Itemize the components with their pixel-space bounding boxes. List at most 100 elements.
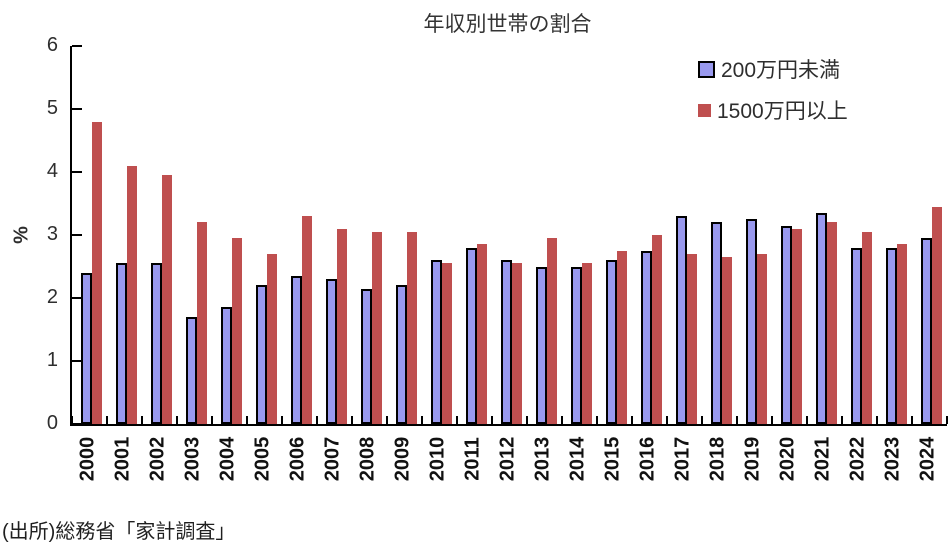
- x-tick-13: [526, 416, 528, 424]
- y-tick-label-5: 5: [46, 97, 58, 119]
- bar-group-2007: [317, 46, 352, 424]
- bar-2003-over1500: [196, 222, 208, 424]
- bar-group-2002: [142, 46, 177, 424]
- bar-2008-over1500: [371, 231, 383, 424]
- x-tick-label-2012: 2012: [496, 436, 518, 482]
- y-tick-label-3: 3: [46, 223, 58, 245]
- x-tick-label-2013: 2013: [531, 436, 553, 482]
- bar-2002-under200: [150, 263, 162, 424]
- bar-group-2000: [72, 46, 107, 424]
- x-tick-label-2020: 2020: [776, 436, 798, 482]
- bar-2003-under200: [185, 316, 197, 424]
- bar-2017-over1500: [686, 253, 698, 424]
- bar-2019-under200: [745, 219, 757, 424]
- bars-container: [72, 46, 947, 424]
- x-tick-label-2023: 2023: [881, 436, 903, 482]
- bar-group-2013: [527, 46, 562, 424]
- x-tick-14: [561, 416, 563, 424]
- y-tick-label-2: 2: [46, 286, 58, 308]
- bar-2017-under200: [675, 216, 687, 424]
- x-tick-19: [736, 416, 738, 424]
- bar-2000-over1500: [91, 121, 103, 424]
- y-tick-label-6: 6: [46, 34, 58, 56]
- x-tick-8: [351, 416, 353, 424]
- legend: 200万円未満 1500万円以上: [698, 54, 848, 125]
- bar-2004-under200: [220, 307, 232, 424]
- bar-2013-under200: [535, 266, 547, 424]
- x-tick-label-2011: 2011: [461, 437, 483, 481]
- bar-2016-over1500: [651, 235, 663, 424]
- bar-2014-under200: [570, 266, 582, 424]
- bar-2021-over1500: [826, 222, 838, 424]
- bar-2009-over1500: [406, 231, 418, 424]
- bar-2011-over1500: [476, 244, 488, 424]
- x-tick-4: [211, 416, 213, 424]
- x-tick-2: [141, 416, 143, 424]
- plot-area: [70, 45, 948, 426]
- x-tick-18: [701, 416, 703, 424]
- x-tick-7: [316, 416, 318, 424]
- bar-group-2021: [807, 46, 842, 424]
- x-tick-16: [631, 416, 633, 424]
- x-tick-22: [841, 416, 843, 424]
- bar-group-2004: [212, 46, 247, 424]
- x-tick-label-2009: 2009: [391, 436, 413, 482]
- bar-group-2023: [877, 46, 912, 424]
- x-tick-label-2018: 2018: [706, 436, 728, 482]
- bar-2007-under200: [325, 279, 337, 424]
- legend-item-under200: 200万円未満: [698, 54, 848, 84]
- x-tick-label-2005: 2005: [251, 436, 273, 482]
- y-tick-0: [72, 423, 82, 425]
- bar-group-2003: [177, 46, 212, 424]
- x-tick-label-2024: 2024: [916, 436, 938, 482]
- bar-2019-over1500: [756, 253, 768, 424]
- legend-swatch-over1500-icon: [698, 103, 711, 117]
- x-tick-label-2017: 2017: [671, 436, 693, 482]
- x-tick-label-2019: 2019: [741, 436, 763, 482]
- chart-title: 年収別世帯の割合: [423, 13, 592, 36]
- bar-2015-over1500: [616, 250, 628, 424]
- bar-2005-over1500: [266, 253, 278, 424]
- y-tick-6: [72, 45, 82, 47]
- y-tick-5: [72, 108, 82, 110]
- x-tick-label-2014: 2014: [566, 436, 588, 482]
- x-tick-3: [176, 416, 178, 424]
- bar-2007-over1500: [336, 228, 348, 424]
- bar-2020-under200: [780, 225, 792, 424]
- x-tick-0: [71, 416, 73, 424]
- y-tick-3: [72, 234, 82, 236]
- bar-2021-under200: [815, 212, 827, 424]
- bar-2018-over1500: [721, 257, 733, 424]
- bar-2012-over1500: [511, 263, 523, 424]
- bar-2015-under200: [605, 260, 617, 424]
- x-tick-label-2008: 2008: [356, 436, 378, 482]
- x-tick-label-2015: 2015: [601, 436, 623, 482]
- x-tick-5: [246, 416, 248, 424]
- x-tick-label-2000: 2000: [76, 436, 98, 482]
- bar-2010-over1500: [441, 263, 453, 424]
- x-tick-25: [946, 416, 948, 424]
- bar-2018-under200: [710, 222, 722, 424]
- x-tick-11: [456, 416, 458, 424]
- bar-group-2010: [422, 46, 457, 424]
- bar-2023-over1500: [896, 244, 908, 424]
- x-tick-15: [596, 416, 598, 424]
- bar-2001-under200: [115, 263, 127, 424]
- bar-group-2020: [772, 46, 807, 424]
- y-tick-2: [72, 297, 82, 299]
- x-tick-24: [911, 416, 913, 424]
- bar-group-2016: [632, 46, 667, 424]
- x-tick-12: [491, 416, 493, 424]
- bar-group-2012: [492, 46, 527, 424]
- bar-2009-under200: [395, 285, 407, 424]
- bar-2000-under200: [80, 272, 92, 424]
- bar-group-2014: [562, 46, 597, 424]
- x-tick-10: [421, 416, 423, 424]
- bar-2014-over1500: [581, 263, 593, 424]
- x-tick-label-2003: 2003: [181, 436, 203, 482]
- bar-2013-over1500: [546, 238, 558, 424]
- y-tick-1: [72, 360, 82, 362]
- bar-2022-under200: [850, 247, 862, 424]
- x-tick-label-2022: 2022: [846, 436, 868, 482]
- bar-group-2001: [107, 46, 142, 424]
